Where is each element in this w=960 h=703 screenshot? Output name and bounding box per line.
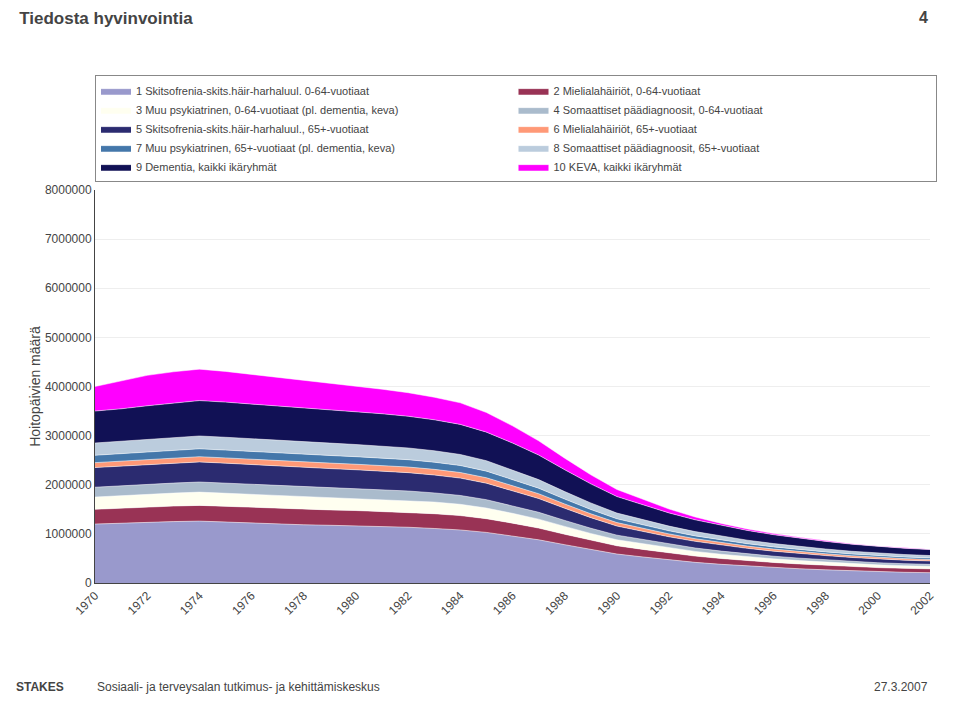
svg-text:Tiedosta hyvinvointia: Tiedosta hyvinvointia	[19, 9, 193, 28]
svg-text:0: 0	[85, 576, 92, 590]
svg-text:1 Skitsofrenia-skits.häir-harh: 1 Skitsofrenia-skits.häir-harhaluul. 0-6…	[136, 85, 369, 97]
svg-text:6 Mielialahäiriöt, 65+-vuotiaa: 6 Mielialahäiriöt, 65+-vuotiaat	[554, 123, 697, 135]
svg-text:1972: 1972	[125, 589, 154, 618]
svg-text:1980: 1980	[334, 589, 363, 618]
svg-text:1986: 1986	[490, 589, 519, 618]
svg-text:1994: 1994	[699, 589, 728, 618]
svg-text:1974: 1974	[177, 589, 206, 618]
svg-text:8 Somaattiset päädiagnoosit, 6: 8 Somaattiset päädiagnoosit, 65+-vuotiaa…	[554, 142, 760, 154]
svg-text:2000: 2000	[855, 589, 884, 618]
svg-text:2002: 2002	[908, 589, 937, 618]
svg-text:27.3.2007: 27.3.2007	[874, 680, 928, 694]
svg-text:1970: 1970	[73, 589, 102, 618]
svg-text:1976: 1976	[229, 589, 258, 618]
svg-text:STAKES: STAKES	[16, 680, 64, 694]
svg-text:Hoitopäivien määrä: Hoitopäivien määrä	[27, 326, 43, 447]
svg-text:1992: 1992	[647, 589, 676, 618]
svg-text:1988: 1988	[542, 589, 571, 618]
svg-text:1982: 1982	[386, 589, 415, 618]
svg-text:Sosiaali- ja terveysalan tutki: Sosiaali- ja terveysalan tutkimus- ja ke…	[97, 680, 380, 694]
svg-text:1000000: 1000000	[45, 527, 92, 541]
svg-text:4: 4	[919, 9, 928, 26]
svg-text:4000000: 4000000	[45, 380, 92, 394]
svg-text:4 Somaattiset päädiagnoosit, 0: 4 Somaattiset päädiagnoosit, 0-64-vuotia…	[554, 104, 763, 116]
svg-text:3000000: 3000000	[45, 429, 92, 443]
svg-text:1998: 1998	[803, 589, 832, 618]
svg-text:9 Dementia, kaikki ikäryhmät: 9 Dementia, kaikki ikäryhmät	[136, 161, 277, 173]
svg-text:1996: 1996	[751, 589, 780, 618]
svg-text:3 Muu psykiatrinen, 0-64-vuoti: 3 Muu psykiatrinen, 0-64-vuotiaat (pl. d…	[136, 104, 398, 116]
svg-text:2000000: 2000000	[45, 478, 92, 492]
svg-text:5 Skitsofrenia-skits.häir-harh: 5 Skitsofrenia-skits.häir-harhaluul., 65…	[136, 123, 369, 135]
svg-text:1984: 1984	[438, 589, 467, 618]
svg-text:1990: 1990	[594, 589, 623, 618]
svg-text:1978: 1978	[281, 589, 310, 618]
svg-text:8000000: 8000000	[45, 183, 92, 197]
svg-text:2 Mielialahäiriöt, 0-64-vuotia: 2 Mielialahäiriöt, 0-64-vuotiaat	[554, 85, 701, 97]
svg-text:6000000: 6000000	[45, 281, 92, 295]
svg-text:7000000: 7000000	[45, 232, 92, 246]
svg-text:10 KEVA, kaikki ikäryhmät: 10 KEVA, kaikki ikäryhmät	[554, 161, 682, 173]
svg-text:5000000: 5000000	[45, 331, 92, 345]
svg-text:7 Muu psykiatrinen, 65+-vuotia: 7 Muu psykiatrinen, 65+-vuotiaat (pl. de…	[136, 142, 395, 154]
